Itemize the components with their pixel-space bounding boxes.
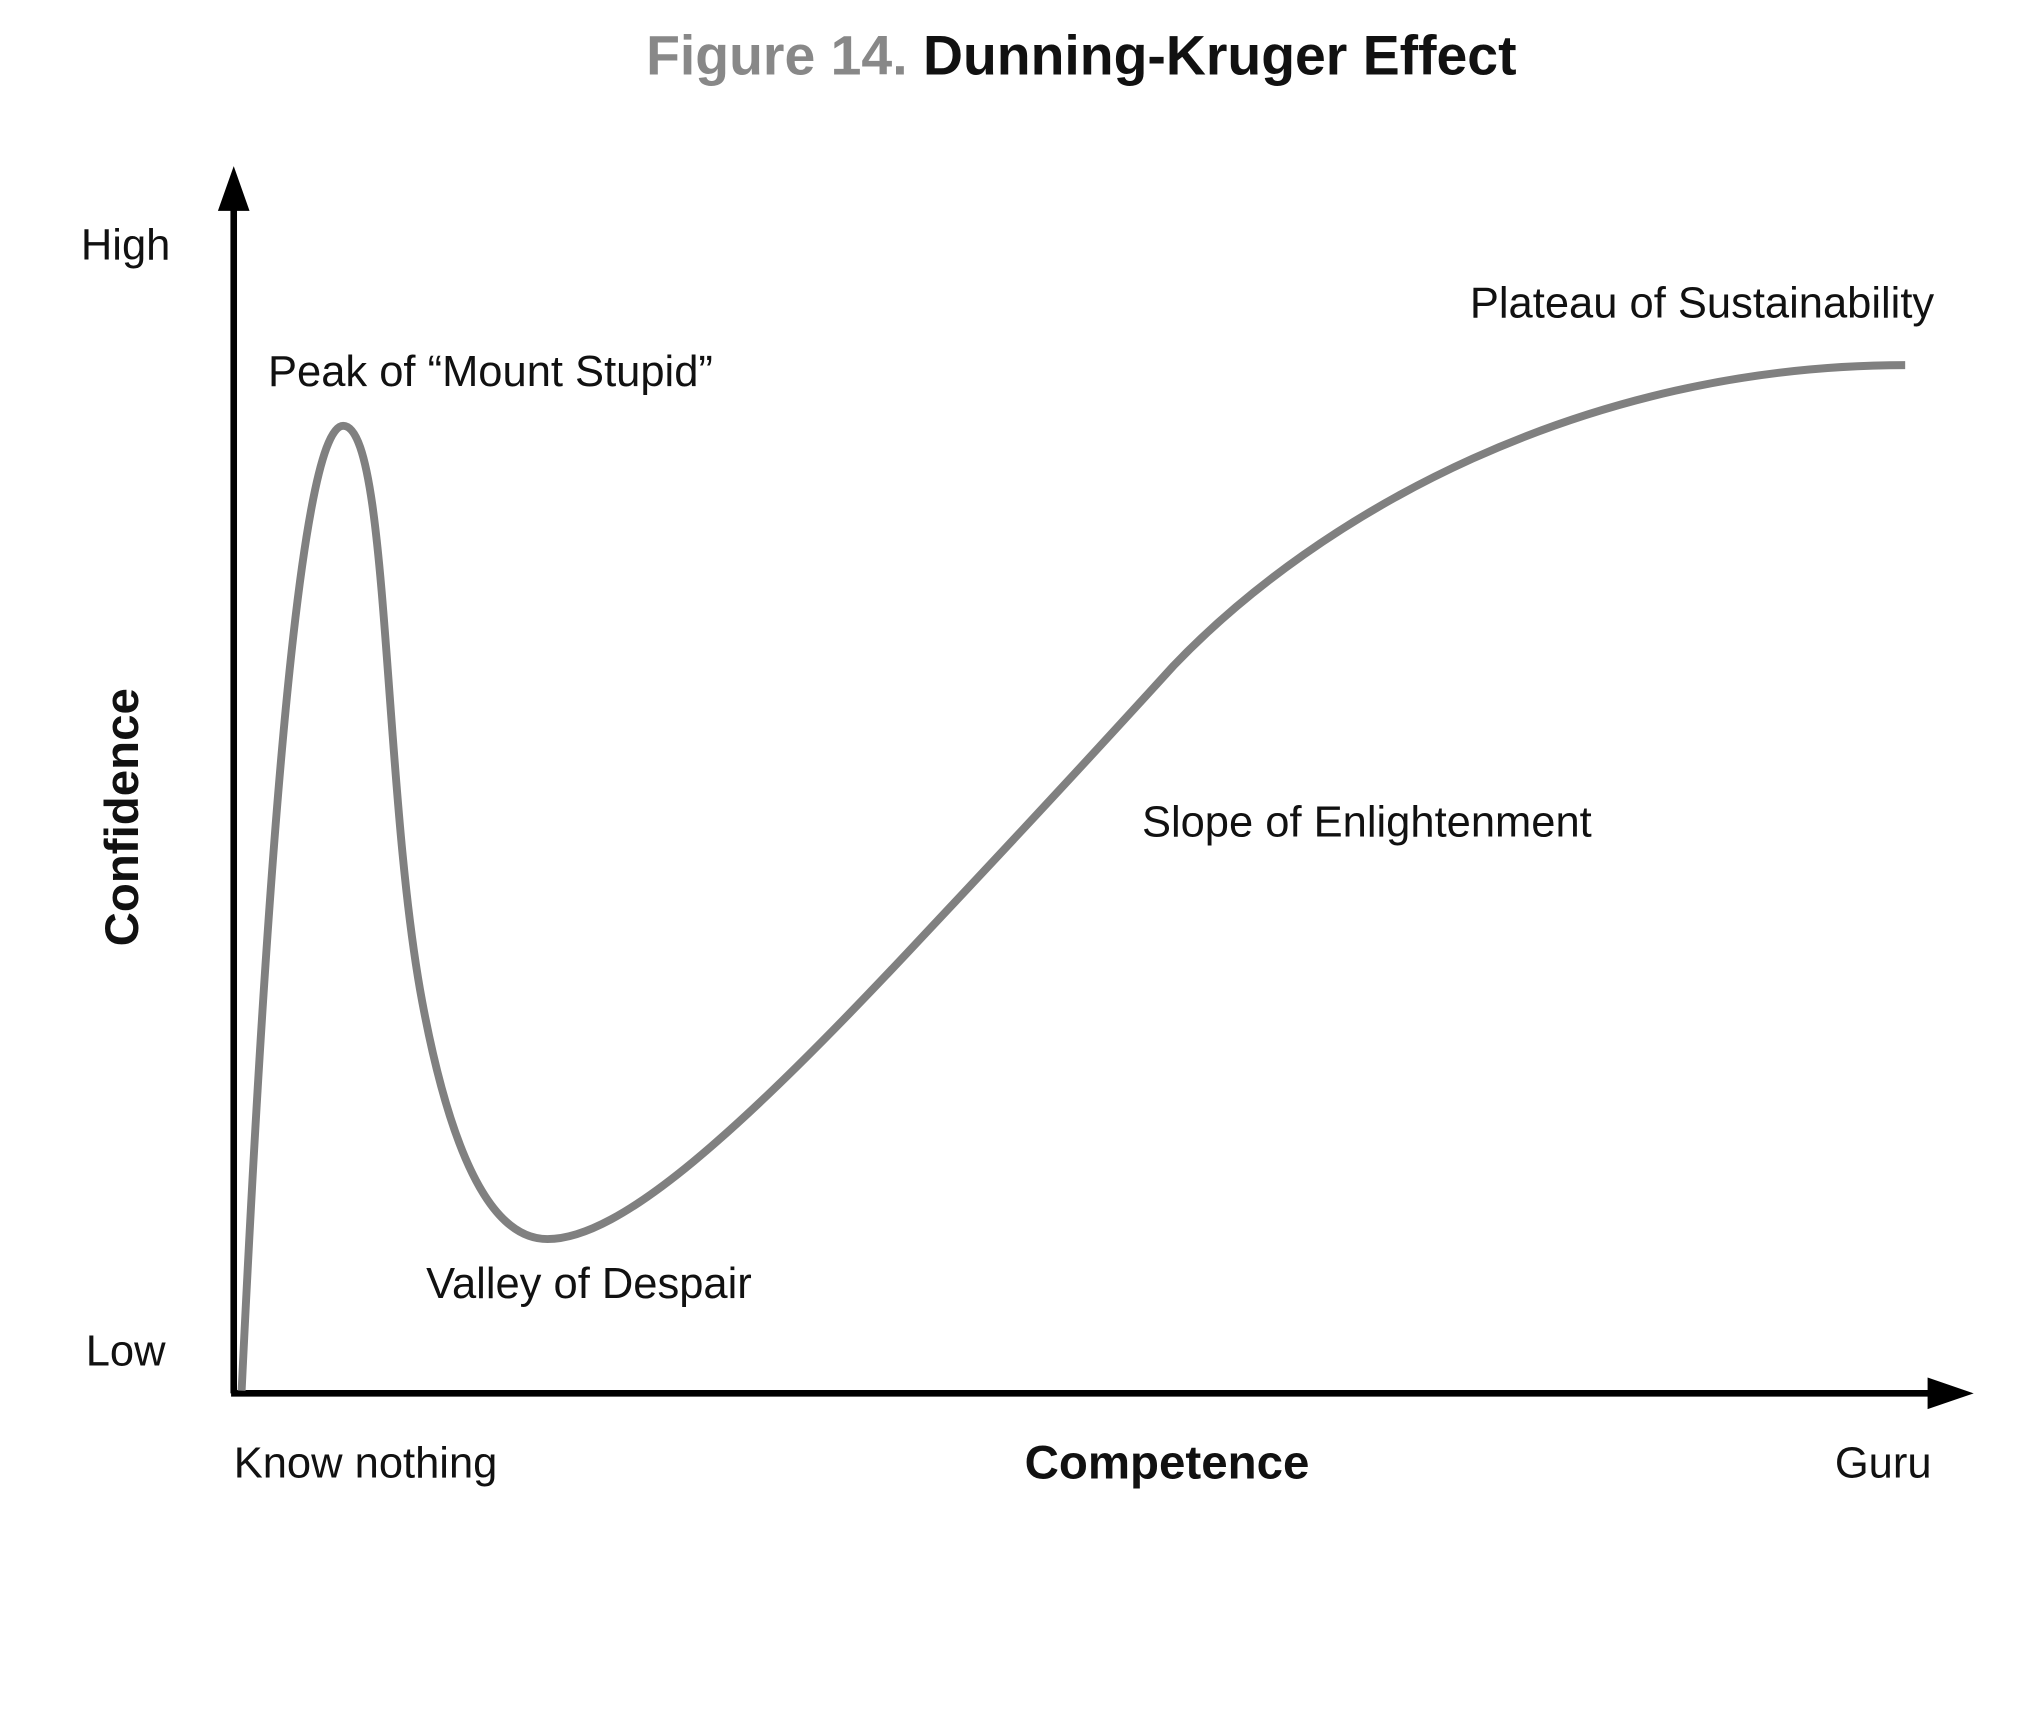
annotation: Peak of “Mount Stupid”: [268, 348, 713, 396]
annotation: Valley of Despair: [426, 1260, 752, 1308]
y-axis-label: Confidence: [96, 688, 149, 946]
annotation: Slope of Enlightenment: [1142, 799, 1592, 847]
annotation: Plateau of Sustainability: [1470, 279, 1935, 327]
x-axis-label: Competence: [1025, 1436, 1310, 1489]
title-prefix: Figure 14.: [646, 24, 907, 86]
title-text: Dunning-Kruger Effect: [923, 24, 1517, 86]
curve: [237, 361, 1906, 1391]
figure-title: Figure 14. Dunning-Kruger Effect: [646, 24, 1516, 86]
y-axis-arrow: [217, 166, 250, 211]
y-low: Low: [86, 1327, 166, 1375]
x-left: Know nothing: [234, 1439, 498, 1487]
x-right: Guru: [1835, 1439, 1932, 1487]
x-axis-arrow: [1927, 1377, 1974, 1410]
y-high: High: [81, 221, 170, 269]
